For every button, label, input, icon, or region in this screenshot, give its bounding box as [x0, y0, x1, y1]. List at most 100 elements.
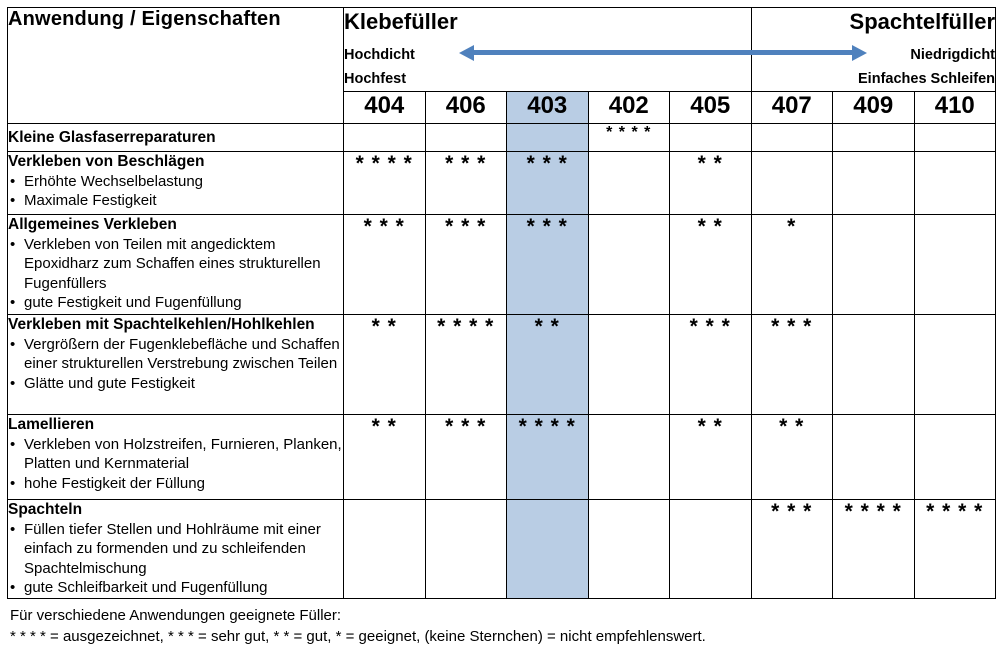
row-bullets: Vergrößern der Fugenklebefläche und Scha…	[9, 335, 343, 394]
table-row: Verkleben von Beschlägen Erhöhte Wechsel…	[7, 151, 997, 215]
legend: Für verschiedene Anwendungen geeignete F…	[7, 605, 995, 647]
table-row: Kleine Glasfaserreparaturen * * * *	[7, 123, 997, 152]
rating-cell: * * *	[424, 414, 507, 500]
rating-cell: * * * *	[506, 414, 589, 500]
density-gradient-arrow	[459, 44, 867, 61]
column-header-410: 410	[913, 91, 997, 124]
rating-cell: * *	[750, 414, 834, 500]
rating-cell: * * *	[750, 499, 834, 599]
rating-cell: * *	[669, 151, 752, 215]
rating-cell	[587, 314, 670, 415]
rating-cell: * * *	[669, 314, 752, 415]
row-label-cell: Lamellieren Verkleben von Holzstreifen, …	[7, 414, 344, 500]
spachtelfueller-density-label: Niedrigdicht	[910, 47, 996, 63]
column-header-404: 404	[343, 91, 426, 124]
row-title: Allgemeines Verkleben	[8, 216, 177, 233]
column-header-406: 406	[424, 91, 507, 124]
rating-cell	[506, 499, 589, 599]
header-row-sections: Anwendung / Eigenschaften Klebefüller Ho…	[7, 7, 997, 124]
row-title: Verkleben von Beschlägen	[8, 153, 205, 170]
rating-cell: * * *	[424, 214, 507, 315]
row-bullets: Erhöhte Wechselbelastung Maximale Festig…	[9, 172, 343, 211]
rating-cell	[832, 414, 915, 500]
row-title: Verkleben mit Spachtelkehlen/Hohlkehlen	[8, 316, 315, 333]
bullet-item: Vergrößern der Fugenklebefläche und Scha…	[9, 335, 343, 374]
rating-cell: * *	[343, 314, 426, 415]
rating-cell: * * * *	[913, 499, 997, 599]
rating-cell	[913, 151, 997, 215]
rating-cell	[750, 123, 834, 152]
rating-cell	[506, 123, 589, 152]
bullet-item: gute Festigkeit und Fugenfüllung	[9, 293, 343, 313]
bullet-item: gute Schleifbarkeit und Fugenfüllung	[9, 578, 343, 597]
bullet-item: Glätte und gute Festigkeit	[9, 374, 343, 394]
rating-cell	[832, 123, 915, 152]
rating-cell	[587, 214, 670, 315]
row-label-cell: Kleine Glasfaserreparaturen	[7, 123, 344, 152]
table-row: Spachteln Füllen tiefer Stellen und Hohl…	[7, 499, 997, 599]
rating-cell	[913, 414, 997, 500]
rating-cell	[587, 414, 670, 500]
rating-cell	[832, 151, 915, 215]
klebefueller-strength-label: Hochfest	[344, 71, 407, 87]
rating-cell	[832, 214, 915, 315]
rating-cell	[750, 151, 834, 215]
legend-intro: Für verschiedene Anwendungen geeignete F…	[10, 606, 342, 624]
bullet-item: Verkleben von Holzstreifen, Furnieren, P…	[9, 435, 343, 474]
column-header-409: 409	[832, 91, 915, 124]
rating-cell: * * *	[506, 214, 589, 315]
rating-cell: *	[750, 214, 834, 315]
row-bullets: Verkleben von Teilen mit angedicktem Epo…	[9, 235, 343, 313]
column-header-405: 405	[669, 91, 752, 124]
table-row: Lamellieren Verkleben von Holzstreifen, …	[7, 414, 997, 500]
rating-cell: * * * *	[832, 499, 915, 599]
table-row: Allgemeines Verkleben Verkleben von Teil…	[7, 214, 997, 315]
row-title: Spachteln	[8, 501, 83, 518]
row-label-cell: Allgemeines Verkleben Verkleben von Teil…	[7, 214, 344, 315]
bullet-item: Maximale Festigkeit	[9, 191, 343, 211]
rating-cell: * * *	[424, 151, 507, 215]
rating-cell: * * * *	[424, 314, 507, 415]
column-header-403: 403	[506, 91, 589, 124]
rating-cell	[424, 123, 507, 152]
rating-cell	[913, 123, 997, 152]
rating-cell	[913, 214, 997, 315]
rating-cell	[343, 123, 426, 152]
bullet-item: hohe Festigkeit der Füllung	[9, 474, 343, 494]
column-header-407: 407	[750, 91, 834, 124]
row-bullets: Verkleben von Holzstreifen, Furnieren, P…	[9, 435, 343, 494]
header-row-products: 404 406 403 402 405 407 409 410	[8, 91, 997, 124]
rating-cell: * * * *	[343, 151, 426, 215]
rating-cell	[669, 499, 752, 599]
row-bullets: Füllen tiefer Stellen und Hohlräume mit …	[9, 520, 343, 598]
klebefueller-density-label: Hochdicht	[344, 47, 415, 63]
klebefueller-header: Klebefüller Hochdicht Hochfest	[343, 7, 752, 92]
row-title: Kleine Glasfaserreparaturen	[8, 128, 216, 146]
column-header-402: 402	[587, 91, 670, 124]
bullet-item: Verkleben von Teilen mit angedicktem Epo…	[9, 235, 343, 294]
legend-scale: * * * * = ausgezeichnet, * * * = sehr gu…	[10, 627, 706, 645]
rating-cell	[587, 499, 670, 599]
spachtelfueller-title: Spachtelfüller	[849, 9, 996, 34]
rating-cell: * *	[343, 414, 426, 500]
rating-cell: * *	[669, 414, 752, 500]
rating-cell	[587, 151, 670, 215]
klebefueller-title: Klebefüller	[344, 9, 458, 34]
rating-cell: * * * *	[587, 123, 670, 152]
row-title: Lamellieren	[8, 416, 95, 433]
rating-cell: * *	[669, 214, 752, 315]
corner-header: Anwendung / Eigenschaften	[7, 7, 344, 124]
bullet-item: Erhöhte Wechselbelastung	[9, 172, 343, 192]
bullet-item: Füllen tiefer Stellen und Hohlräume mit …	[9, 520, 343, 579]
rating-cell	[913, 314, 997, 415]
filler-table: Anwendung / Eigenschaften Klebefüller Ho…	[7, 7, 997, 599]
spachtelfueller-sanding-label: Einfaches Schleifen	[858, 71, 996, 87]
rating-cell: * * *	[750, 314, 834, 415]
row-label-cell: Verkleben mit Spachtelkehlen/Hohlkehlen …	[7, 314, 344, 415]
rating-cell	[343, 499, 426, 599]
rating-cell	[669, 123, 752, 152]
rating-cell	[424, 499, 507, 599]
rating-cell: * * *	[343, 214, 426, 315]
rating-cell: * *	[506, 314, 589, 415]
